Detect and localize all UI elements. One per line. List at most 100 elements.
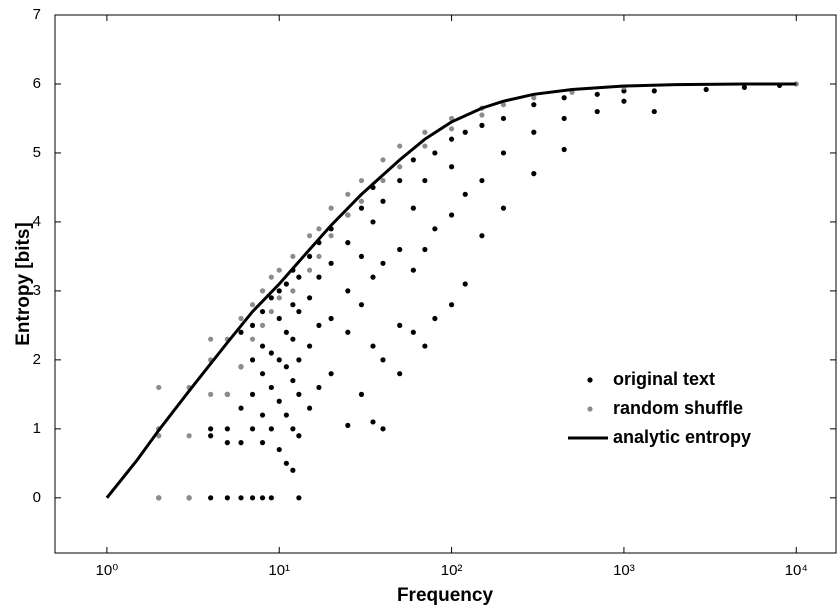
- point: [306, 343, 313, 349]
- point: [224, 495, 230, 501]
- point: [224, 440, 230, 446]
- point: [306, 295, 313, 301]
- point: [306, 253, 313, 260]
- point: [561, 115, 567, 122]
- x-tick-label: 10⁴: [785, 562, 808, 579]
- point: [306, 267, 313, 273]
- point: [238, 329, 244, 335]
- point: [259, 343, 266, 349]
- point: [306, 233, 313, 239]
- point: [259, 440, 266, 446]
- point: [290, 336, 296, 342]
- point: [397, 246, 403, 253]
- legend-label: analytic entropy: [613, 427, 751, 447]
- point: [328, 233, 334, 239]
- point: [448, 164, 455, 170]
- point: [345, 422, 351, 428]
- point: [410, 329, 416, 335]
- point: [238, 315, 244, 322]
- point: [186, 433, 192, 439]
- point: [741, 84, 747, 91]
- point: [328, 205, 334, 211]
- point: [249, 391, 256, 397]
- point: [380, 426, 386, 432]
- point: [208, 391, 214, 397]
- point: [479, 177, 485, 184]
- point: [268, 426, 274, 432]
- point: [397, 143, 403, 149]
- point: [432, 226, 438, 232]
- point: [448, 302, 455, 308]
- point: [370, 219, 376, 225]
- point: [249, 426, 256, 432]
- point: [268, 295, 274, 301]
- point: [432, 150, 438, 156]
- point: [561, 95, 567, 101]
- point: [531, 171, 537, 177]
- point: [224, 391, 230, 397]
- point: [345, 240, 351, 246]
- legend-label: random shuffle: [613, 398, 743, 418]
- entropy-line: [105, 82, 797, 499]
- point: [380, 198, 386, 204]
- point: [651, 108, 657, 115]
- point: [410, 205, 416, 211]
- point: [422, 177, 428, 184]
- point: [561, 146, 567, 153]
- point: [259, 288, 266, 294]
- point: [290, 288, 296, 294]
- point: [422, 246, 428, 253]
- point: [259, 495, 266, 501]
- point: [500, 150, 507, 156]
- point: [296, 433, 302, 439]
- point: [306, 405, 313, 411]
- point: [328, 260, 334, 266]
- point: [290, 426, 296, 432]
- point: [296, 308, 302, 315]
- legend-label: original text: [613, 369, 715, 389]
- point: [290, 302, 296, 308]
- point: [328, 371, 334, 377]
- point: [531, 95, 537, 101]
- point: [345, 329, 351, 335]
- point: [249, 302, 256, 308]
- point: [397, 164, 403, 170]
- point: [249, 322, 256, 328]
- point: [296, 495, 302, 501]
- point: [531, 102, 537, 108]
- point: [462, 191, 468, 197]
- point: [268, 495, 274, 501]
- y-tick-label: 4: [33, 213, 41, 230]
- point: [479, 112, 485, 118]
- point: [259, 308, 266, 315]
- point: [316, 274, 322, 280]
- y-tick-label: 0: [33, 489, 41, 506]
- point: [186, 495, 192, 501]
- point: [276, 288, 282, 294]
- point: [651, 88, 657, 94]
- point: [296, 274, 302, 280]
- point: [268, 350, 274, 356]
- point: [224, 426, 230, 432]
- point: [500, 205, 507, 211]
- x-tick-label: 10²: [441, 562, 463, 579]
- point: [238, 495, 244, 501]
- point: [283, 281, 289, 287]
- point: [479, 233, 485, 239]
- point: [594, 108, 600, 115]
- y-tick-label: 5: [33, 144, 41, 161]
- point: [448, 136, 455, 142]
- point: [208, 426, 214, 432]
- point: [290, 467, 296, 473]
- point: [397, 177, 403, 184]
- point: [268, 384, 274, 391]
- point: [703, 86, 709, 93]
- point: [249, 336, 256, 342]
- point: [432, 315, 438, 322]
- point: [259, 322, 266, 328]
- y-tick-label: 6: [33, 75, 41, 92]
- point: [276, 295, 282, 301]
- point: [358, 253, 365, 260]
- point: [462, 281, 468, 287]
